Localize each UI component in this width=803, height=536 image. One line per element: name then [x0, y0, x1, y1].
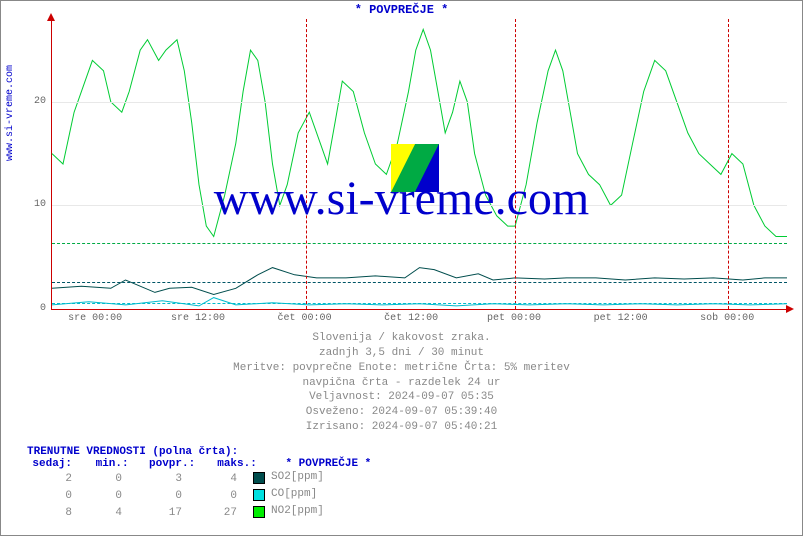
xtick: pet 12:00	[594, 313, 648, 324]
cell-maks: 4	[182, 472, 237, 487]
cell-min: 0	[72, 489, 122, 504]
series-co	[52, 298, 787, 306]
ytick: 0	[6, 303, 46, 314]
legend-label: NO2[ppm]	[271, 505, 324, 517]
cell-min: 4	[72, 506, 122, 521]
xtick: pet 00:00	[487, 313, 541, 324]
meta-range: zadnjh 3,5 dni / 30 minut	[1, 346, 802, 361]
col-sedaj: sedaj:	[27, 458, 72, 470]
col-maks: maks.:	[202, 458, 257, 470]
meta-vline: navpična črta - razdelek 24 ur	[1, 376, 802, 391]
series-so2	[52, 268, 787, 295]
cell-sedaj: 2	[27, 472, 72, 487]
xtick: sre 12:00	[171, 313, 225, 324]
cell-sedaj: 8	[27, 506, 72, 521]
xtick: čet 12:00	[384, 313, 438, 324]
day-separator	[515, 19, 516, 309]
table-title: TRENUTNE VREDNOSTI (polna črta):	[27, 446, 371, 458]
col-series: * POVPREČJE *	[285, 458, 371, 470]
ytick: 10	[6, 199, 46, 210]
legend-swatch	[253, 489, 265, 501]
reference-line	[52, 243, 787, 244]
chart-lines	[52, 19, 787, 309]
gridline-h	[52, 205, 787, 206]
table-header: sedaj: min.: povpr.: maks.: * POVPREČJE …	[27, 458, 371, 470]
ytick: 20	[6, 96, 46, 107]
day-separator	[306, 19, 307, 309]
legend-swatch	[253, 506, 265, 518]
y-axis-arrow	[47, 13, 55, 21]
cell-maks: 27	[182, 506, 237, 521]
values-table: TRENUTNE VREDNOSTI (polna črta): sedaj: …	[27, 446, 371, 521]
x-axis-arrow	[786, 305, 794, 313]
cell-maks: 0	[182, 489, 237, 504]
reference-line	[52, 282, 787, 283]
day-separator	[728, 19, 729, 309]
legend-label: CO[ppm]	[271, 488, 317, 500]
table-row: 0000CO[ppm]	[27, 487, 371, 504]
meta-validity: Veljavnost: 2024-09-07 05:35	[1, 390, 802, 405]
gridline-h	[52, 102, 787, 103]
table-row: 841727 NO2[ppm]	[27, 504, 371, 521]
cell-min: 0	[72, 472, 122, 487]
cell-povpr: 0	[122, 489, 182, 504]
y-axis-label: www.si-vreme.com	[5, 65, 16, 161]
reference-line	[52, 303, 787, 304]
xtick: čet 00:00	[278, 313, 332, 324]
cell-sedaj: 0	[27, 489, 72, 504]
meta-refreshed: Osveženo: 2024-09-07 05:39:40	[1, 405, 802, 420]
xtick: sre 00:00	[68, 313, 122, 324]
cell-povpr: 3	[122, 472, 182, 487]
legend-swatch	[253, 472, 265, 484]
table-row: 2034 SO2[ppm]	[27, 470, 371, 487]
meta-settings: Meritve: povprečne Enote: metrične Črta:…	[1, 361, 802, 376]
meta-source: Slovenija / kakovost zraka.	[1, 331, 802, 346]
col-povpr: povpr.:	[135, 458, 195, 470]
xtick: sob 00:00	[700, 313, 754, 324]
cell-povpr: 17	[122, 506, 182, 521]
col-min: min.:	[79, 458, 129, 470]
chart-metadata: Slovenija / kakovost zraka. zadnjh 3,5 d…	[1, 331, 802, 435]
chart-title: * POVPREČJE *	[1, 3, 802, 17]
plot-area	[51, 19, 787, 310]
meta-drawn: Izrisano: 2024-09-07 05:40:21	[1, 420, 802, 435]
legend-label: SO2[ppm]	[271, 471, 324, 483]
